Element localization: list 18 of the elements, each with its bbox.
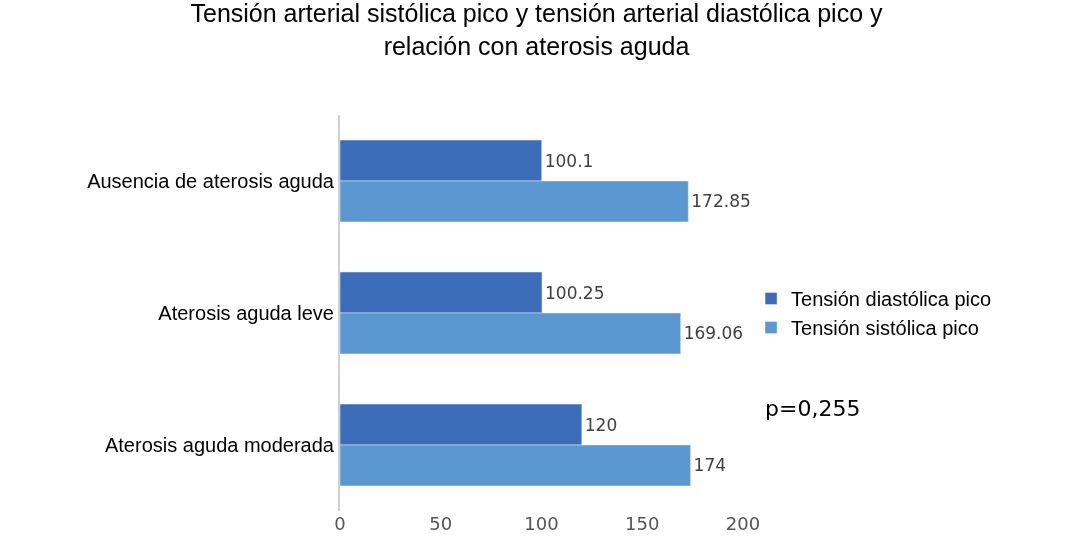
data-label: 100.25 xyxy=(545,282,605,303)
legend-label: Tensión sistólica pico xyxy=(791,317,979,340)
data-label: 169.06 xyxy=(683,323,744,344)
data-label: 100.1 xyxy=(544,150,594,171)
legend-label: Tensión diastólica pico xyxy=(791,288,992,311)
y-tick-label: Ausencia de aterosis aguda xyxy=(87,170,335,192)
data-label: 174 xyxy=(693,455,727,476)
chart-title: Tensión arterial sistólica pico y tensión arterial diastólica pico y relación con aterosis aguda xyxy=(190,0,883,60)
x-tick-label: 200 xyxy=(725,513,761,534)
x-tick-label: 100 xyxy=(524,513,559,534)
data-label: 120 xyxy=(584,414,618,435)
y-tick-label: Aterosis aguda leve xyxy=(158,302,334,324)
x-tick-label: 150 xyxy=(625,513,660,534)
text: p=0,255 xyxy=(765,396,861,421)
x-tick-label: 50 xyxy=(429,513,453,534)
data-label: 172.85 xyxy=(691,191,751,212)
y-tick-label: Aterosis aguda moderada xyxy=(104,434,335,456)
x-tick-label: 0 xyxy=(334,513,346,534)
